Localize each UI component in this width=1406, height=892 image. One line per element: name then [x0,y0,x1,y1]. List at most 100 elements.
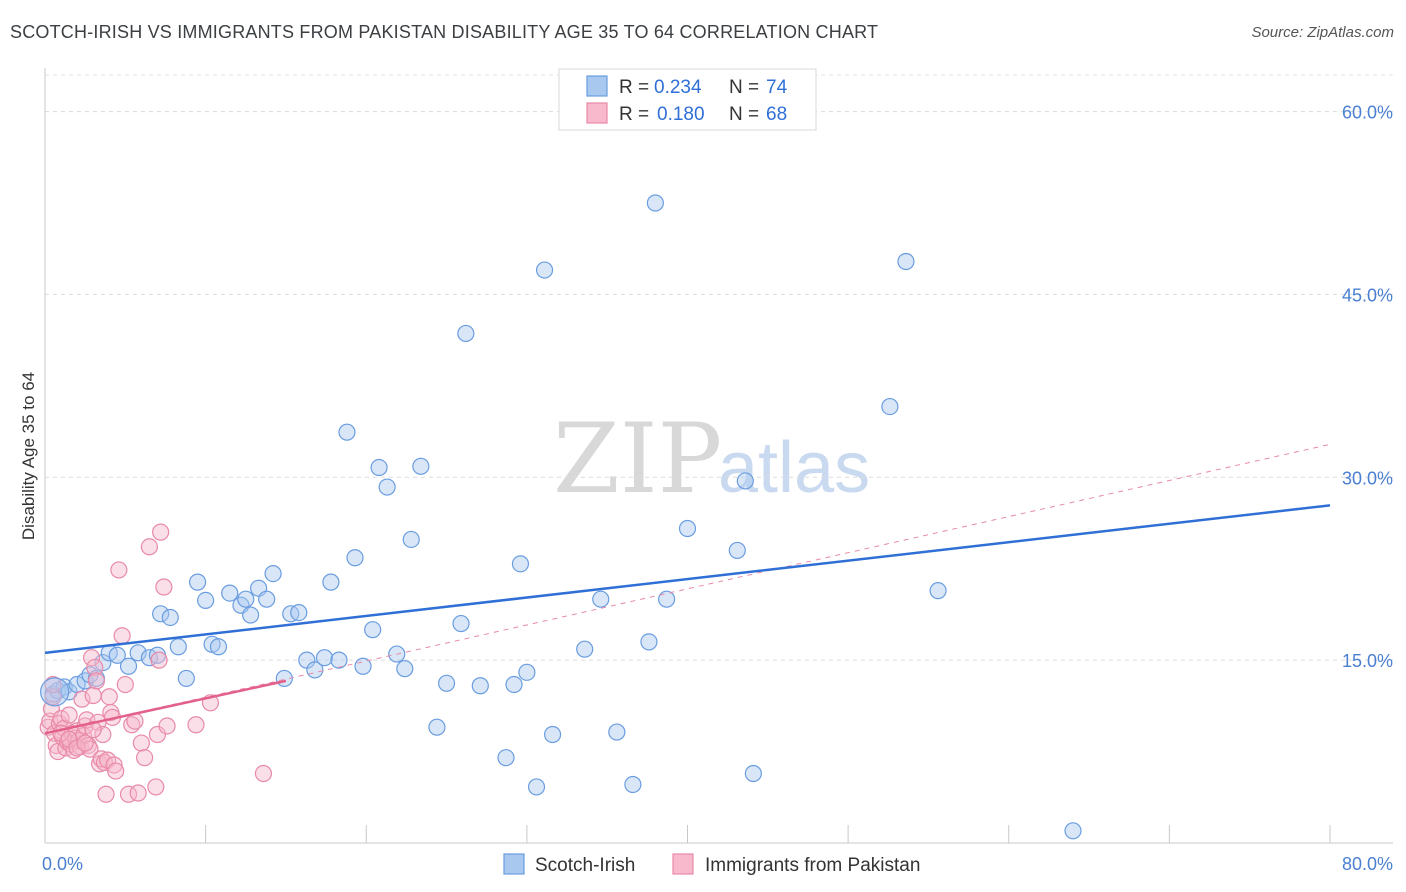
legend: R = 0.234 N = 74 R = 0.180 N = 68 [558,68,817,131]
x-tick-label-min: 0.0% [42,854,83,874]
scotch-irish-point-17 [169,638,187,656]
scotch-irish-point-37 [330,651,348,669]
x-tick-labels: 0.0% 80.0% [42,854,1393,874]
scotch-irish-point-41 [364,621,382,639]
scotch-irish-point-19 [188,573,207,591]
pakistan-point-66 [76,734,94,752]
scotch-irish-point-25 [237,590,255,608]
pakistan-point-8 [52,710,70,728]
pakistan-point-30 [87,672,106,690]
pakistan-point-57 [155,578,173,596]
scotch-irish-point-47 [412,457,430,475]
legend-swatch-scotch-irish [586,75,608,97]
bottom-legend: Scotch-Irish Immigrants from Pakistan [503,853,920,876]
scotch-irish-point-72 [897,252,915,271]
bottom-legend-label-scotch-irish: Scotch-Irish [535,855,635,876]
scotch-irish-point-51 [457,324,475,343]
y-tick-label-30: 30.0% [1342,468,1393,488]
pakistan-point-49 [129,784,147,802]
scotch-irish-point-12 [129,644,147,662]
scotch-irish-point-32 [290,603,308,622]
scotch-irish-point-60 [576,640,594,658]
scotch-irish-point-42 [370,458,388,477]
legend-swatch-pakistan [586,102,608,124]
scotch-irish-point-46 [402,530,420,549]
legend-r-value-0: 0.234 [654,77,702,98]
watermark-atlas: atlas [718,428,870,508]
scotch-irish-point-26 [242,606,260,624]
pakistan-point-56 [152,523,170,541]
scotch-irish-point-8 [94,653,112,672]
scotch-irish-point-50 [452,614,470,633]
pakistan-point-28 [84,686,102,705]
pakistan-point-42 [107,762,125,780]
pakistan-point-38 [100,688,118,706]
pakistan-point-50 [132,734,150,752]
legend-n-value-0: 74 [766,77,788,98]
trend-lines [44,443,1331,735]
pakistan-point-34 [94,725,112,744]
pakistan-point-45 [116,675,134,694]
pakistan-trend-line [44,679,287,735]
y-tick-label-60: 60.0% [1342,103,1393,123]
scotch-irish-point-36 [322,573,340,591]
y-axis-label: Disability Age 35 to 64 [19,372,38,540]
legend-r-label-0: R = [619,77,649,98]
pakistan-point-41 [105,756,123,774]
pakistan-point-53 [147,778,165,796]
legend-r-label-1: R = [619,104,649,125]
scotch-irish-point-45 [396,660,414,678]
pakistan-point-43 [110,561,128,579]
scotch-irish-point-18 [177,669,195,688]
scotch-irish-trend-line [44,504,1331,655]
chart-source: Source: ZipAtlas.com [1251,24,1394,41]
pakistan-point-58 [158,717,176,735]
scotch-irish-point-43 [378,478,396,496]
scotch-irish-point-68 [728,541,746,560]
scotch-irish-point-10 [108,646,126,664]
pakistan-point-36 [97,785,115,803]
scotch-irish-point-23 [221,584,239,602]
grid-lines [45,74,1393,661]
scotch-irish-point-48 [428,718,446,736]
scotch-irish-point-59 [543,725,562,744]
scotch-irish-point-20 [197,591,215,610]
scotch-irish-point-22 [209,638,228,656]
scotch-irish-point-69 [736,472,754,490]
legend-n-label-1: N = [729,104,759,125]
pakistan-point-27 [82,649,101,667]
pakistan-point-59 [187,716,205,734]
legend-n-value-1: 68 [766,104,787,125]
chart-title: SCOTCH-IRISH VS IMMIGRANTS FROM PAKISTAN… [10,22,879,42]
scotch-irish-point-61 [592,590,610,608]
scotch-irish-point-63 [624,775,642,794]
bottom-legend-label-pakistan: Immigrants from Pakistan [705,855,920,876]
watermark: ZIP atlas [553,403,870,515]
scotch-irish-point-70 [744,764,762,783]
scotch-irish-point-11 [119,657,138,675]
scotch-irish-point-57 [527,778,546,796]
scotch-irish-point-74 [1064,822,1082,840]
pakistan-point-54 [148,725,167,744]
scotch-irish-point-64 [640,633,658,651]
watermark-zip: ZIP [553,403,722,515]
scotch-irish-point-55 [511,555,530,573]
y-tick-label-45: 45.0% [1342,285,1393,305]
legend-n-label-0: N = [729,77,759,98]
bottom-legend-swatch-scotch-irish [503,853,525,875]
scotch-irish-point-53 [497,749,515,767]
data-points [39,194,1082,840]
scotch-irish-point-65 [646,194,664,212]
pakistan-point-61 [254,764,273,783]
pakistan-point-29 [86,658,104,677]
pakistan-point-44 [113,627,131,645]
scotch-irish-point-71 [881,397,899,416]
scotch-irish-point-73 [929,582,947,600]
pakistan-point-65 [68,739,86,757]
scotch-irish-cluster-point [40,677,70,707]
x-tick-label-max: 80.0% [1342,854,1393,874]
scotch-irish-point-52 [471,677,489,695]
y-tick-labels: 15.0% 30.0% 45.0% 60.0% [1342,103,1393,672]
scotch-irish-point-66 [658,590,676,608]
